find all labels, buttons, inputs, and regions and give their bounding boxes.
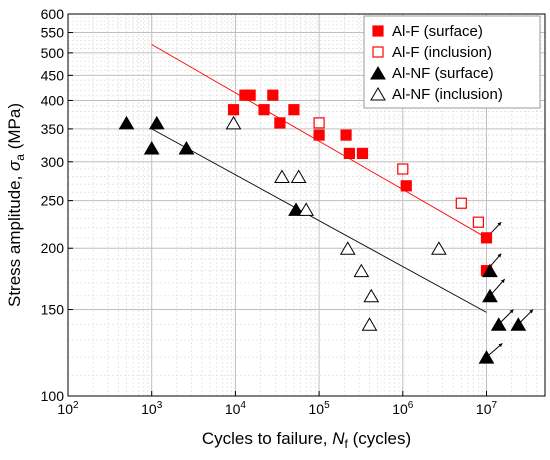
- y-tick-label: 550: [41, 25, 65, 41]
- runout-arrows: [486, 221, 534, 358]
- data-point: [225, 115, 242, 130]
- data-point: [274, 117, 286, 129]
- x-tick-label: 106: [392, 400, 414, 417]
- data-point: [490, 317, 507, 331]
- y-tick-label: 250: [41, 193, 65, 209]
- y-axis-label: Stress amplitude, σa (MPa): [5, 103, 27, 307]
- data-points: [118, 89, 527, 364]
- legend-label: Al-F (surface): [392, 23, 483, 40]
- runout-arrow-head: [509, 309, 514, 314]
- data-point: [482, 288, 498, 303]
- data-point: [227, 104, 240, 116]
- data-point: [274, 169, 290, 183]
- data-point: [400, 180, 412, 192]
- y-tick-label: 300: [41, 154, 65, 170]
- runout-arrow-head: [500, 279, 505, 284]
- y-tick-label: 150: [41, 302, 65, 318]
- data-point: [353, 263, 370, 278]
- data-point: [258, 104, 270, 116]
- data-point: [244, 89, 256, 101]
- legend-marker: [372, 46, 384, 58]
- legend-label: Al-F (inclusion): [392, 44, 492, 61]
- runout-arrow-head: [529, 309, 534, 314]
- plot-frame: [67, 13, 546, 397]
- data-point: [148, 115, 165, 130]
- data-point: [340, 129, 352, 141]
- data-point: [480, 232, 493, 244]
- x-tick-label: 105: [309, 400, 331, 417]
- legend: Al-F (surface) Al-F (inclusion) Al-NF (sur…: [363, 15, 541, 109]
- x-tick-labels: 102 103 104 105 106 107: [57, 391, 498, 417]
- data-point: [361, 317, 378, 331]
- data-point: [510, 317, 527, 331]
- legend-label: Al-NF (inclusion): [392, 86, 503, 103]
- data-point: [339, 241, 356, 255]
- legend-marker: [372, 25, 384, 37]
- data-point: [298, 202, 315, 216]
- data-point: [363, 288, 380, 303]
- data-point: [397, 163, 409, 175]
- y-tick-label: 500: [41, 45, 65, 61]
- legend-marker: [370, 87, 386, 101]
- data-point: [267, 89, 279, 101]
- x-tick-label: 103: [141, 400, 163, 417]
- y-tick-label: 400: [41, 92, 65, 108]
- data-point: [178, 141, 195, 155]
- data-point: [118, 115, 135, 130]
- y-tick-label: 100: [41, 388, 65, 404]
- data-point: [343, 147, 355, 160]
- x-tick-label: 104: [225, 400, 247, 417]
- legend-label: Al-NF (surface): [392, 65, 494, 82]
- data-point: [482, 263, 498, 278]
- data-point: [288, 104, 300, 116]
- data-point: [472, 216, 484, 228]
- runout-arrow-head: [497, 222, 502, 227]
- data-point: [313, 129, 325, 141]
- data-point: [478, 350, 495, 364]
- data-point: [288, 202, 304, 216]
- legend-box: [363, 15, 541, 109]
- y-tick-labels: 100 150 200 250 300 350 400 450 500 550 600: [41, 6, 73, 404]
- legend-marker: [370, 66, 386, 80]
- runout-arrow-head: [497, 253, 502, 258]
- y-tick-label: 200: [41, 240, 65, 256]
- data-point: [455, 197, 467, 209]
- fit-line: [151, 44, 487, 239]
- data-point: [143, 141, 160, 155]
- fit-lines: [151, 44, 487, 313]
- x-tick-label: 107: [476, 400, 498, 417]
- x-tick-label: 102: [57, 400, 79, 417]
- runout-arrow-head: [498, 343, 503, 348]
- y-tick-label: 450: [41, 67, 65, 83]
- data-point: [356, 147, 369, 160]
- data-point: [290, 169, 307, 183]
- data-point: [313, 117, 325, 129]
- x-axis-label: Cycles to failure, Nf (cycles): [202, 429, 411, 451]
- data-point: [431, 241, 447, 255]
- y-tick-label: 600: [41, 6, 65, 22]
- fit-line: [151, 128, 487, 313]
- y-tick-label: 350: [41, 121, 65, 137]
